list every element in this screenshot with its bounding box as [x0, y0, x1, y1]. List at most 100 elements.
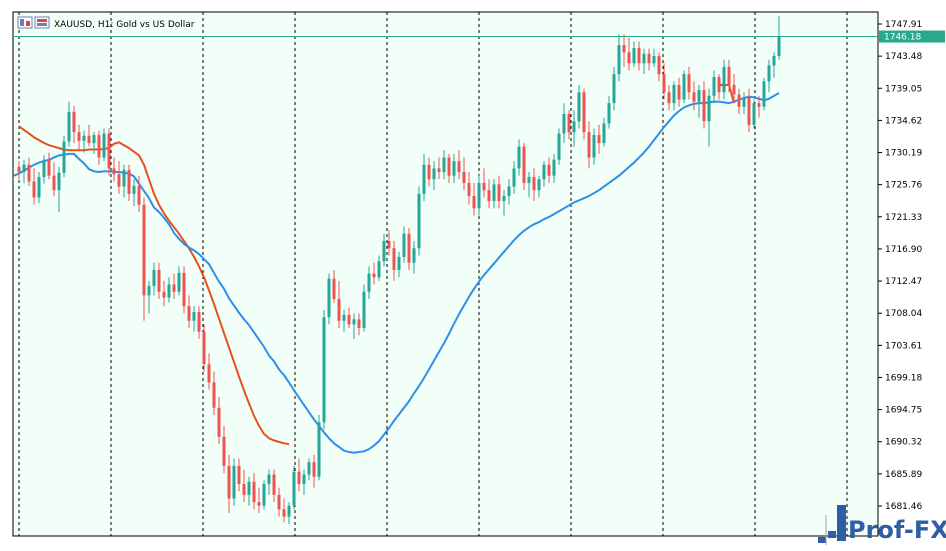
candle-body: [117, 174, 121, 187]
candle-body: [37, 177, 41, 198]
candle-body: [87, 135, 91, 144]
candle-body: [22, 164, 26, 173]
candle-body: [182, 272, 186, 307]
candle-body: [527, 177, 531, 183]
candle-body: [322, 317, 326, 423]
candle-body: [357, 319, 361, 328]
candle-body: [282, 509, 286, 517]
candle-body: [247, 481, 251, 495]
candle-body: [242, 483, 246, 495]
price-axis-label: 1681.46: [885, 502, 922, 512]
candle-body: [747, 97, 751, 125]
price-axis-label: 1743.48: [885, 52, 922, 62]
candle-body: [147, 285, 151, 296]
candle-body: [47, 159, 51, 176]
candle-body: [132, 185, 136, 194]
candle-body: [417, 193, 421, 249]
candle-body: [332, 278, 336, 299]
candle-body: [387, 240, 391, 249]
candle-body: [307, 462, 311, 475]
current-price-text: 1746.18: [884, 33, 921, 43]
candle-body: [362, 291, 366, 328]
candle-body: [112, 168, 116, 175]
candle-body: [667, 92, 671, 104]
candle-body: [157, 269, 161, 292]
candle-body: [107, 133, 111, 169]
candle-body: [662, 74, 666, 93]
candle-body: [97, 135, 101, 158]
candle-body: [627, 52, 631, 64]
candle-body: [67, 111, 71, 142]
candle-body: [397, 256, 401, 270]
candle-body: [547, 164, 551, 176]
candle-body: [207, 364, 211, 383]
candle-body: [122, 169, 126, 187]
candle-body: [482, 182, 486, 191]
candle-body: [432, 168, 436, 180]
candle-body: [352, 319, 356, 325]
candle-body: [392, 248, 396, 270]
candle-body: [437, 168, 441, 173]
candle-body: [767, 65, 771, 82]
candle-body: [57, 172, 61, 191]
candle-body: [377, 261, 381, 278]
candle-body: [292, 471, 296, 506]
price-axis-label: 1703.61: [885, 341, 922, 351]
candle-body: [772, 55, 776, 66]
candle-body: [127, 169, 131, 194]
current-price-label: 1746.18: [879, 30, 945, 43]
candle-body: [327, 278, 331, 318]
candle-body: [477, 182, 481, 209]
candle-body: [257, 502, 261, 506]
candle-body: [737, 94, 741, 107]
candle-body: [732, 85, 736, 95]
candle-body: [652, 55, 656, 64]
candle-body: [757, 103, 761, 107]
ma-slow-line: [13, 92, 780, 454]
watermark-text: Prof-FX: [848, 516, 946, 544]
candle-body: [407, 233, 411, 263]
candle-body: [197, 312, 201, 332]
candle-body: [152, 269, 156, 286]
candle-body: [297, 471, 301, 484]
candle-body: [177, 272, 181, 292]
candle-body: [337, 298, 341, 321]
candle-body: [372, 273, 376, 278]
candle-body: [92, 135, 96, 144]
candle-body: [412, 248, 416, 263]
candles: [17, 16, 781, 524]
price-axis-label: 1747.91: [885, 20, 922, 30]
candle-body: [442, 157, 446, 173]
candle-body: [692, 92, 696, 102]
title-bar: XAUUSD, H1: Gold vs US Dollar: [17, 16, 195, 30]
candle-body: [647, 53, 651, 64]
price-axis-label: 1708.04: [885, 309, 922, 319]
candle-body: [497, 184, 501, 202]
ma-fast-line-recent: [719, 84, 735, 104]
candle-body: [532, 177, 536, 191]
candle-body: [422, 164, 426, 194]
candle-body: [712, 77, 716, 96]
candle-body: [612, 74, 616, 104]
candle-body: [447, 157, 451, 176]
candle-body: [457, 161, 461, 173]
candle-body: [592, 135, 596, 158]
candle-body: [192, 312, 196, 321]
candle-body: [222, 436, 226, 466]
watermark-p-stem: [837, 505, 846, 541]
candle-body: [312, 462, 316, 477]
candle-body: [77, 132, 81, 141]
candle-body: [82, 135, 86, 141]
chart-window-icon[interactable]: [17, 16, 50, 29]
candle-body: [622, 45, 626, 53]
candle-body: [232, 465, 236, 499]
candle-body: [512, 168, 516, 187]
candle-body: [162, 291, 166, 298]
candle-body: [487, 190, 491, 202]
candle-body: [642, 53, 646, 64]
moving-average-slow: [13, 92, 780, 454]
candle-body: [382, 240, 386, 262]
candle-body: [277, 494, 281, 510]
candle-body: [707, 95, 711, 122]
